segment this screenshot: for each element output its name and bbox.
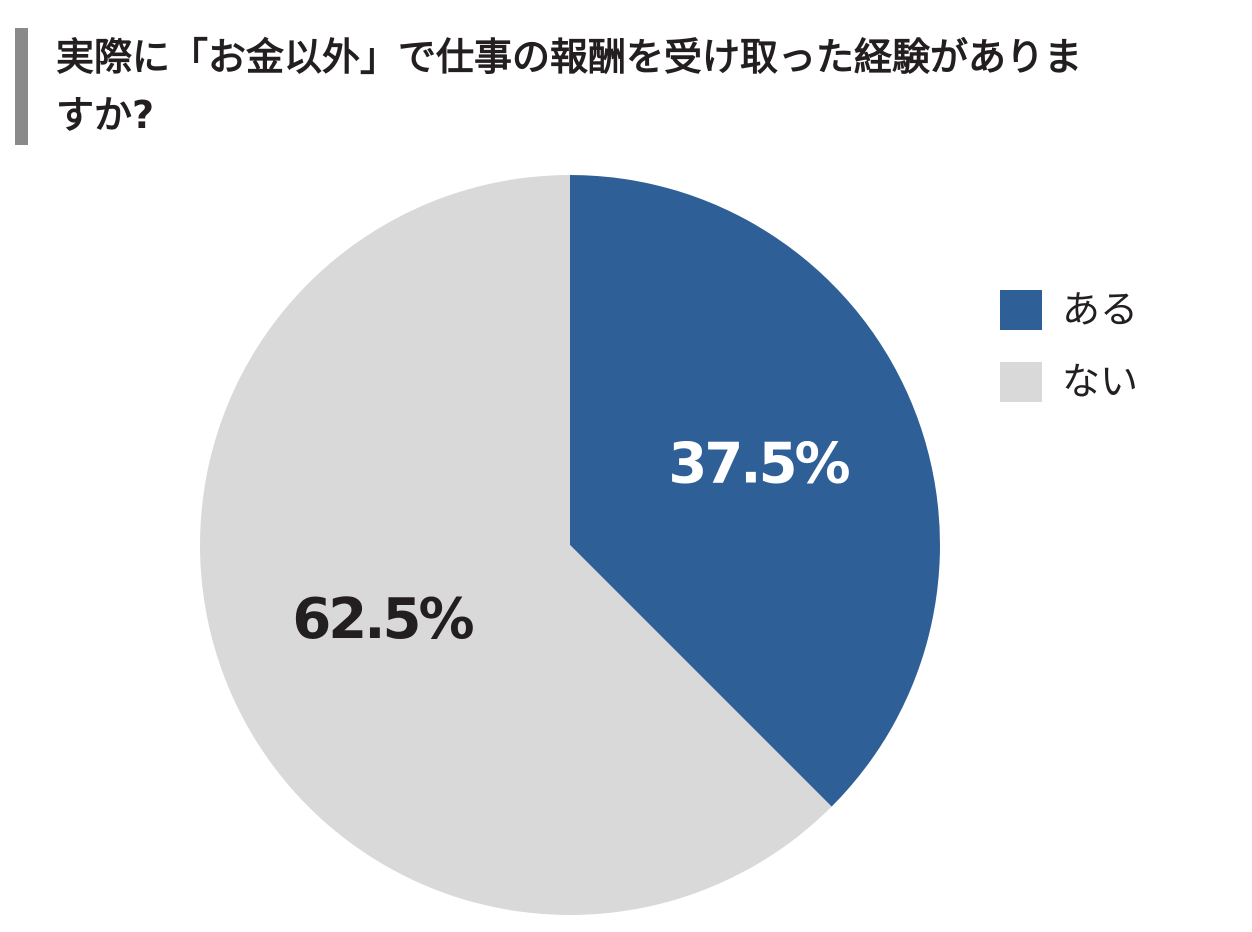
legend-swatch [1000,290,1042,330]
legend-label: ある [1062,288,1138,332]
pie-slice [200,175,832,915]
legend-swatch [1000,362,1042,402]
data-label: 37.5% [668,431,849,496]
chart-title: 実際に「お金以外」で仕事の報酬を受け取った経験がありますか? [56,35,1083,137]
title-accent [15,28,28,145]
data-label: 62.5% [292,587,473,652]
pie-slice [570,175,940,807]
legend-label: ない [1062,360,1138,404]
